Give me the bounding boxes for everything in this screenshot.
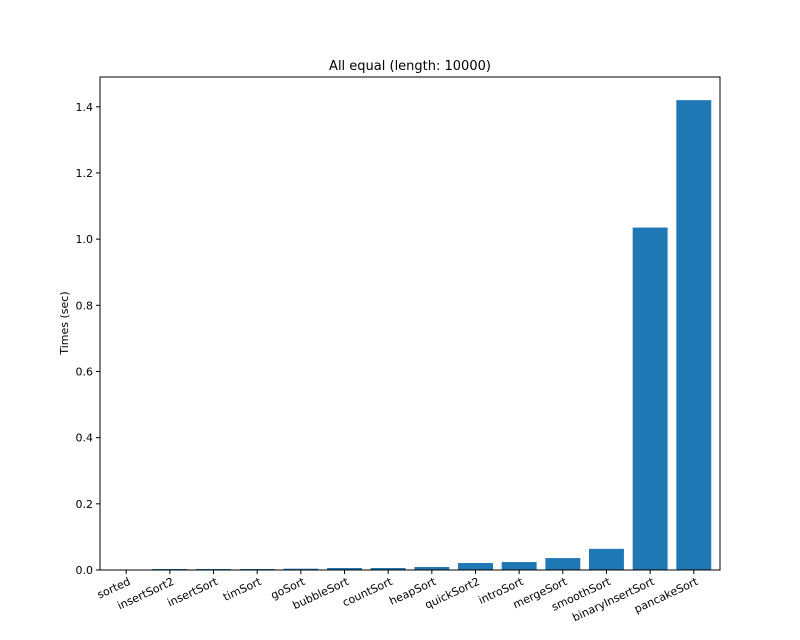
bars-group — [108, 100, 712, 571]
chart-title: All equal (length: 10000) — [329, 59, 491, 74]
y-tick-label: 0.2 — [76, 498, 94, 511]
bar-smoothSort — [589, 548, 624, 570]
y-tick-label: 0.8 — [76, 299, 94, 312]
y-tick-label: 0.4 — [76, 432, 94, 445]
y-tick-label: 0.0 — [76, 564, 94, 577]
plot-frame — [99, 76, 721, 571]
bar-pancakeSort — [676, 100, 712, 570]
x-tick-label-insertSort: insertSort — [165, 575, 220, 610]
bar-goSort — [283, 568, 319, 570]
bar-quickSort2 — [458, 563, 493, 570]
x-tick-label-countSort: countSort — [340, 575, 395, 610]
bar-binaryInsertSort — [632, 227, 668, 571]
y-tick-label: 1.2 — [76, 167, 94, 180]
bar-mergeSort — [545, 558, 581, 570]
y-tick-label: 1.4 — [76, 101, 94, 114]
bar-introSort — [501, 562, 537, 570]
bar-countSort — [370, 568, 406, 570]
bar-bubbleSort — [327, 568, 362, 570]
y-axis-ticks: 0.0 0.2 0.4 0.6 0.8 1.0 1.2 1.4 — [76, 101, 100, 577]
y-tick-label: 0.6 — [76, 365, 94, 378]
x-tick-label-timSort: timSort — [221, 575, 264, 604]
y-tick-label: 1.0 — [76, 233, 94, 246]
y-axis-title: Times (sec) — [58, 291, 71, 355]
bar-heapSort — [414, 567, 450, 570]
